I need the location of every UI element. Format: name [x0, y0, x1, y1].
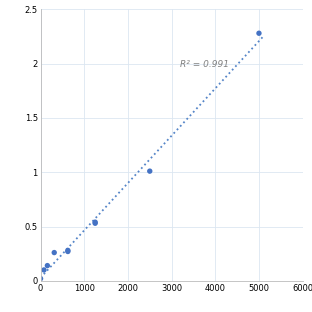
Point — [45, 263, 50, 268]
Point — [93, 221, 98, 226]
Point — [38, 276, 43, 281]
Point — [41, 267, 46, 272]
Point — [66, 249, 71, 254]
Point — [93, 220, 98, 225]
Point — [66, 248, 71, 253]
Text: R² = 0.991: R² = 0.991 — [180, 60, 229, 69]
Point — [256, 31, 261, 36]
Point — [52, 250, 57, 255]
Point — [147, 169, 152, 174]
